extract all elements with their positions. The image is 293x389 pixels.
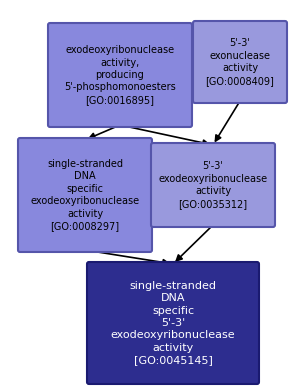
FancyBboxPatch shape [48,23,192,127]
FancyBboxPatch shape [87,262,259,384]
FancyBboxPatch shape [18,138,152,252]
Text: 5'-3'
exonuclease
activity
[GO:0008409]: 5'-3' exonuclease activity [GO:0008409] [206,39,275,86]
Text: single-stranded
DNA
specific
5'-3'
exodeoxyribonuclease
activity
[GO:0045145]: single-stranded DNA specific 5'-3' exode… [111,281,235,365]
Text: 5'-3'
exodeoxyribonuclease
activity
[GO:0035312]: 5'-3' exodeoxyribonuclease activity [GO:… [159,161,268,209]
Text: single-stranded
DNA
specific
exodeoxyribonuclease
activity
[GO:0008297]: single-stranded DNA specific exodeoxyrib… [30,159,139,231]
Text: exodeoxyribonuclease
activity,
producing
5'-phosphomonoesters
[GO:0016895]: exodeoxyribonuclease activity, producing… [64,45,176,105]
FancyBboxPatch shape [193,21,287,103]
FancyBboxPatch shape [151,143,275,227]
